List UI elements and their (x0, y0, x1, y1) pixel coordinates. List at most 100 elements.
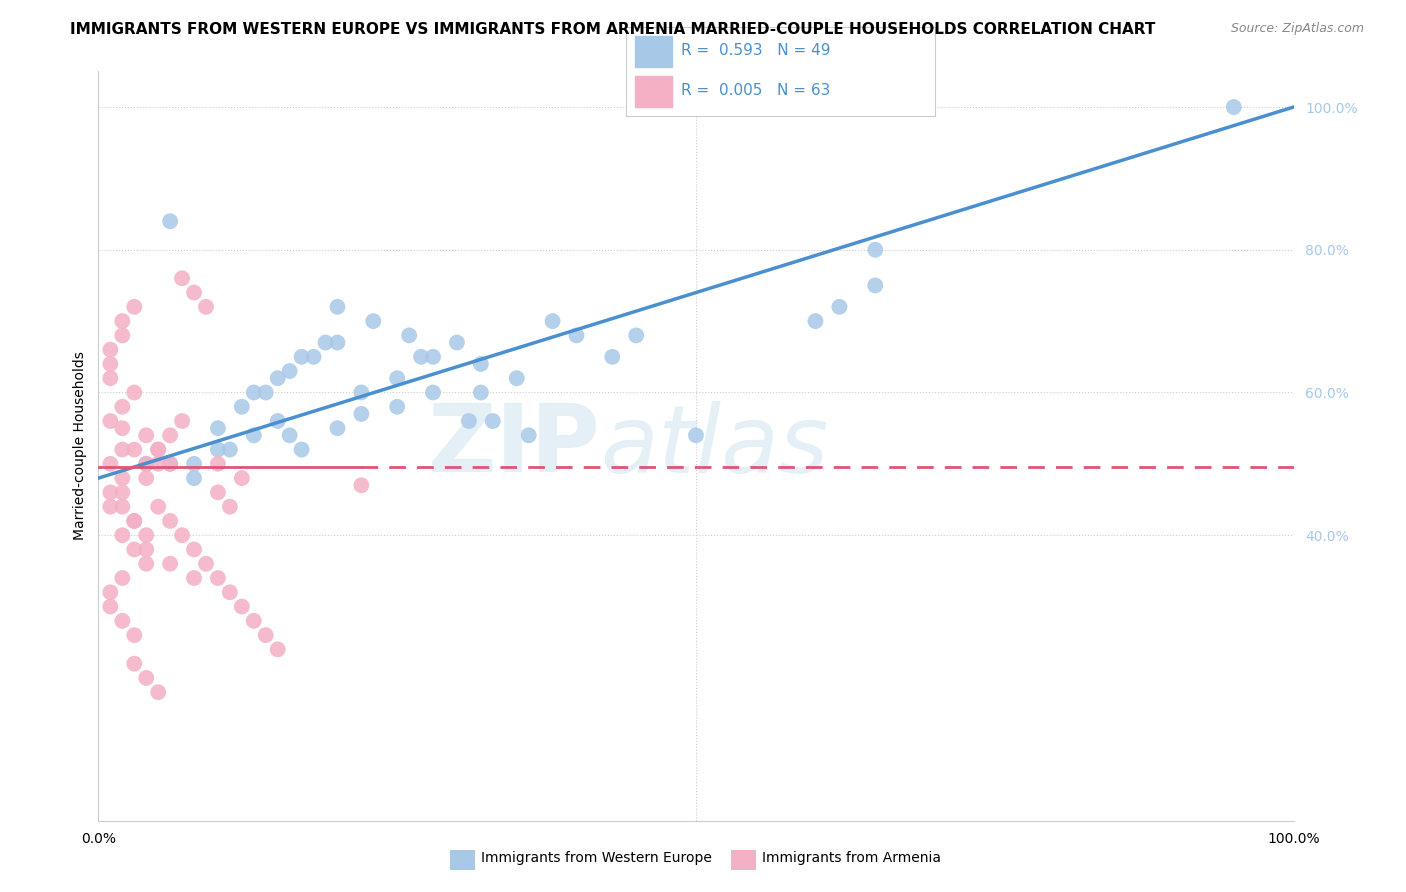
Point (315, 335, 337, 350)
Point (124, 385, 146, 400)
Point (302, 350, 325, 364)
Point (411, 350, 433, 364)
FancyBboxPatch shape (636, 76, 672, 107)
Point (517, 428, 540, 442)
Point (626, 328, 648, 343)
Point (219, 500, 242, 514)
Point (98, 357, 122, 371)
Point (172, 528, 194, 542)
Point (602, 350, 624, 364)
Point (326, 335, 349, 350)
Text: IMMIGRANTS FROM WESTERN EUROPE VS IMMIGRANTS FROM ARMENIA MARRIED-COUPLE HOUSEHO: IMMIGRANTS FROM WESTERN EUROPE VS IMMIGR… (70, 22, 1156, 37)
Point (243, 385, 266, 400)
Point (291, 442, 314, 457)
Point (135, 557, 157, 571)
Point (98, 585, 122, 599)
Point (111, 442, 134, 457)
Point (541, 314, 564, 328)
Point (231, 471, 253, 485)
Point (458, 414, 481, 428)
Point (124, 542, 146, 557)
Point (828, 300, 851, 314)
Point (159, 457, 181, 471)
Point (148, 457, 170, 471)
Point (243, 428, 266, 442)
Point (111, 400, 134, 414)
Text: Immigrants from Armenia: Immigrants from Armenia (762, 851, 941, 865)
Point (111, 421, 134, 435)
Point (135, 457, 157, 471)
Point (291, 350, 314, 364)
Point (350, 385, 373, 400)
Point (159, 557, 181, 571)
Point (111, 528, 134, 542)
Text: Source: ZipAtlas.com: Source: ZipAtlas.com (1230, 22, 1364, 36)
Point (207, 421, 229, 435)
Point (446, 335, 468, 350)
Point (111, 314, 134, 328)
Point (1223, 100, 1246, 114)
Point (135, 528, 157, 542)
Point (865, 278, 887, 293)
Point (98, 599, 122, 614)
Point (98, 343, 122, 357)
Point (183, 542, 205, 557)
Point (267, 371, 290, 385)
Point (422, 350, 444, 364)
Point (267, 414, 290, 428)
Point (183, 471, 205, 485)
Point (865, 243, 887, 257)
Point (326, 300, 349, 314)
Text: R =  0.005   N = 63: R = 0.005 N = 63 (682, 84, 831, 98)
Point (183, 457, 205, 471)
Point (470, 385, 492, 400)
Point (135, 471, 157, 485)
Point (111, 500, 134, 514)
Point (111, 614, 134, 628)
Point (278, 364, 301, 378)
Point (470, 357, 492, 371)
Point (124, 628, 146, 642)
Point (385, 400, 409, 414)
Point (148, 500, 170, 514)
Point (159, 214, 181, 228)
Point (219, 585, 242, 599)
Point (207, 571, 229, 585)
Point (267, 642, 290, 657)
Point (148, 442, 170, 457)
Point (98, 414, 122, 428)
Point (98, 457, 122, 471)
Point (231, 400, 253, 414)
Point (278, 428, 301, 442)
Point (148, 685, 170, 699)
Point (243, 614, 266, 628)
FancyBboxPatch shape (636, 36, 672, 67)
Point (159, 514, 181, 528)
Point (159, 428, 181, 442)
Point (124, 657, 146, 671)
Text: ZIP: ZIP (427, 400, 600, 492)
Point (363, 314, 385, 328)
Point (231, 599, 253, 614)
Point (135, 542, 157, 557)
Point (183, 285, 205, 300)
Point (172, 271, 194, 285)
Point (219, 442, 242, 457)
Point (207, 485, 229, 500)
Point (207, 442, 229, 457)
Point (172, 414, 194, 428)
Point (685, 428, 707, 442)
Point (148, 442, 170, 457)
Point (254, 385, 277, 400)
Point (124, 514, 146, 528)
Point (98, 500, 122, 514)
Point (506, 371, 529, 385)
Point (565, 328, 588, 343)
Point (207, 457, 229, 471)
Point (350, 407, 373, 421)
Point (385, 371, 409, 385)
Point (398, 328, 420, 343)
Point (111, 328, 134, 343)
Text: R =  0.593   N = 49: R = 0.593 N = 49 (682, 44, 831, 58)
Point (254, 628, 277, 642)
